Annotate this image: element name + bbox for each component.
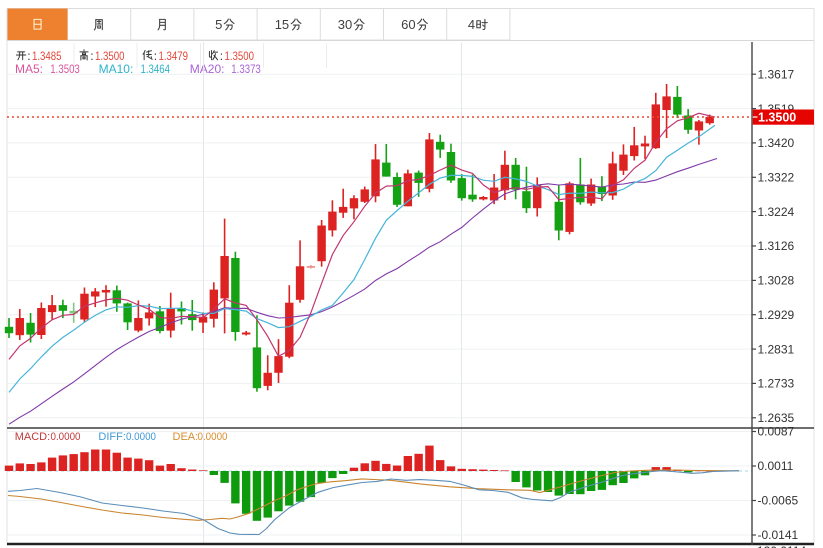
svg-text:DIFF:: DIFF: [98, 431, 126, 443]
svg-text:DEA:: DEA: [173, 431, 199, 443]
svg-text:4: 4 [468, 17, 475, 32]
svg-text:1.2929: 1.2929 [758, 308, 795, 322]
svg-text:1.3503: 1.3503 [50, 62, 80, 76]
svg-text:15: 15 [275, 17, 289, 32]
svg-text:0.0087: 0.0087 [758, 425, 795, 439]
svg-text:1.3126: 1.3126 [758, 239, 795, 253]
svg-text:1.2635: 1.2635 [758, 411, 795, 425]
svg-text:1.3500: 1.3500 [225, 49, 255, 63]
svg-text:60: 60 [401, 17, 415, 32]
svg-text:1.3224: 1.3224 [758, 205, 795, 219]
svg-text:0.0000: 0.0000 [126, 431, 156, 443]
svg-text:0.0000: 0.0000 [198, 431, 228, 443]
svg-text:1.3028: 1.3028 [758, 274, 795, 288]
svg-text:0.0000: 0.0000 [51, 431, 81, 443]
svg-text:-0.0141: -0.0141 [758, 528, 799, 542]
svg-text:1.3420: 1.3420 [758, 136, 795, 150]
svg-text:1.2733: 1.2733 [758, 377, 795, 391]
svg-text:MACD:: MACD: [15, 431, 50, 443]
svg-text:1.3464: 1.3464 [141, 62, 171, 76]
svg-text:MA20:: MA20: [190, 62, 225, 76]
svg-text:1.3322: 1.3322 [758, 171, 795, 185]
svg-text:5: 5 [215, 17, 222, 32]
svg-text:1.3500: 1.3500 [758, 111, 796, 125]
svg-text:-0.0065: -0.0065 [758, 494, 799, 508]
svg-text::: : [27, 49, 30, 63]
svg-text:1.3500: 1.3500 [95, 49, 125, 63]
svg-text:0.0011: 0.0011 [758, 459, 794, 473]
svg-text::: : [154, 49, 157, 63]
svg-text:1.2831: 1.2831 [758, 342, 795, 356]
svg-text:MA10:: MA10: [99, 62, 134, 76]
svg-text:1.3479: 1.3479 [159, 49, 189, 63]
svg-text:1.3485: 1.3485 [32, 49, 62, 63]
svg-text::: : [90, 49, 93, 63]
svg-text:MA5:: MA5: [15, 62, 43, 76]
svg-text:30: 30 [338, 17, 352, 32]
svg-text:1.3373: 1.3373 [231, 62, 261, 76]
svg-text:120.0114: 120.0114 [757, 544, 806, 548]
svg-text::: : [220, 49, 223, 63]
svg-text:1.3617: 1.3617 [758, 67, 795, 81]
